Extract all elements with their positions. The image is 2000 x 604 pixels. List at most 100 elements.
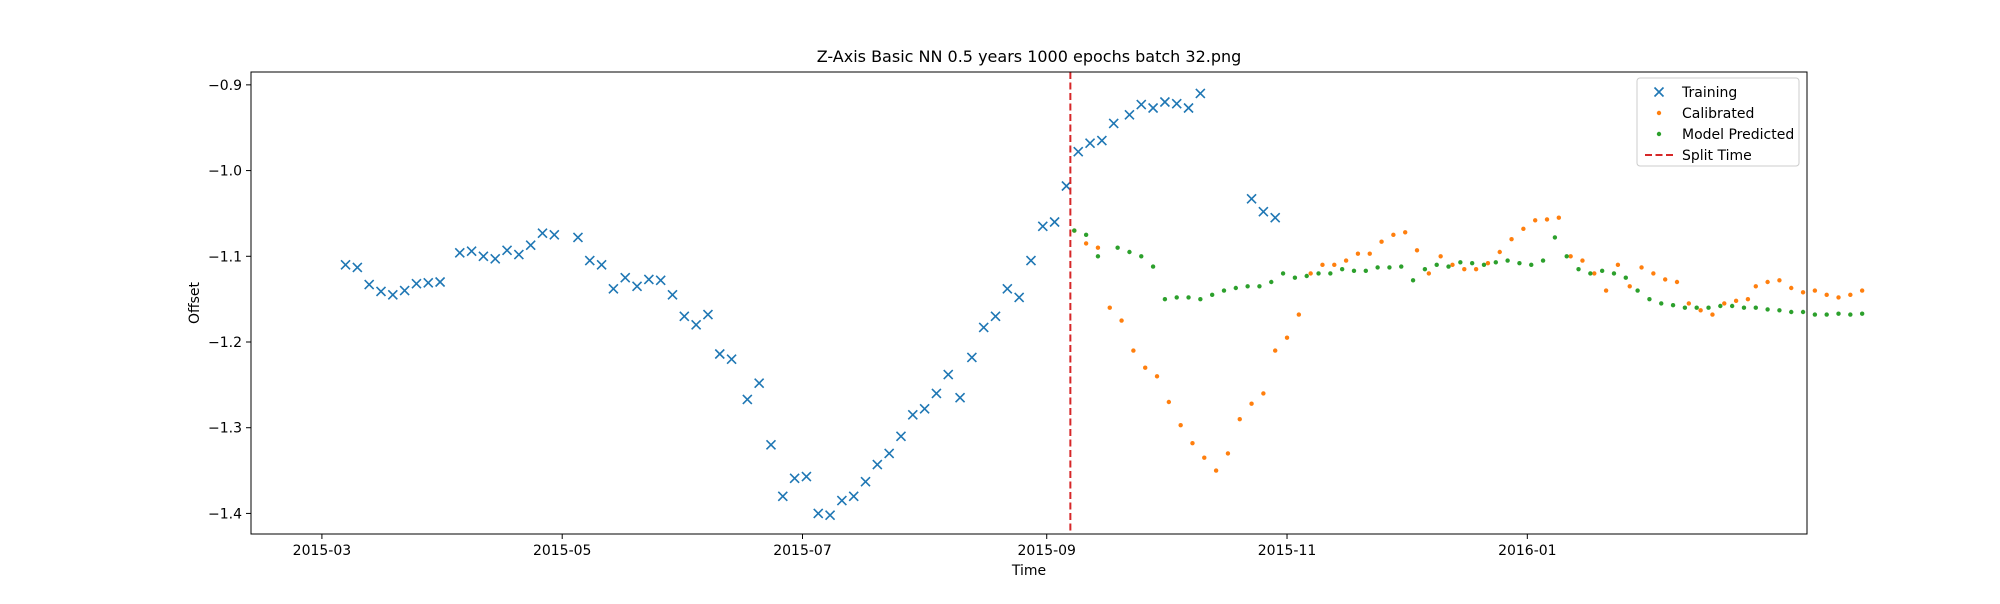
legend-marker-calibrated [1656,110,1662,116]
data-point [1564,254,1569,259]
data-point [1729,303,1735,309]
data-point [1402,230,1408,235]
data-point [1339,266,1345,272]
data-point [1073,146,1084,157]
data-point [1391,232,1396,238]
data-point [1446,264,1451,269]
data-point [1710,312,1715,317]
data-point [340,259,351,270]
legend-label-calibrated: Calibrated [1682,106,1754,122]
data-point [1812,312,1818,317]
data-point [1280,271,1286,276]
data-point [1434,262,1439,268]
x-tick-label: 2015-09 [1017,543,1076,559]
data-point [1178,422,1183,428]
data-point [1789,309,1794,315]
data-point [1623,275,1628,280]
data-point [860,476,871,487]
y-tick-label: −1.2 [208,335,242,351]
data-point [1249,401,1254,406]
data-point [572,232,584,243]
data-point [1765,279,1770,285]
data-point [848,491,859,502]
y-tick-label: −1.0 [208,164,242,180]
data-point [1698,308,1703,313]
data-point [364,279,375,290]
data-point [1745,296,1751,302]
data-point [1202,455,1207,460]
data-point [490,253,501,264]
data-point [387,289,398,300]
data-point [1292,275,1298,280]
data-point [1258,206,1269,217]
data-point [1599,268,1605,274]
plot-frame [250,71,1808,535]
data-point [1014,292,1025,303]
data-point [777,491,788,502]
data-point [1733,298,1739,304]
data-point [1576,266,1581,272]
data-point [513,249,524,260]
data-point [1115,245,1120,250]
data-point [966,352,977,363]
data-point [1753,284,1758,289]
data-point [919,403,930,414]
data-point [454,247,465,258]
data-point [801,471,812,482]
data-point [1859,311,1865,316]
data-point [990,311,1001,322]
data-point [1580,258,1585,263]
data-point [1387,265,1392,270]
data-point [1209,292,1215,298]
data-point [1195,88,1206,99]
data-point [1603,288,1609,293]
data-point [1351,268,1357,274]
data-point [1320,262,1325,268]
data-point [1072,228,1077,233]
data-point [643,274,654,285]
legend: Training Calibrated Model Predicted Split T… [1636,77,1800,167]
data-point [1136,99,1147,110]
data-point [1174,295,1179,300]
data-point [726,354,737,365]
data-point [1485,260,1491,266]
y-tick-label: −0.9 [208,78,242,94]
data-point [978,322,989,333]
data-point [1096,135,1107,146]
data-point [1213,468,1219,473]
data-point [1308,271,1313,276]
data-point [1568,254,1573,259]
data-point [1458,260,1463,265]
data-point [1367,251,1372,256]
data-point [691,319,702,330]
data-point [1509,236,1514,242]
data-point [1521,226,1526,232]
data-point [1355,251,1361,256]
axes: 2015-03 2015-05 2015-07 2015-09 2015-11 2016-… [208,78,1557,559]
data-point [1316,271,1321,276]
data-point [895,431,907,442]
data-point [1037,221,1048,232]
data-point [525,240,536,251]
data-point [1221,288,1227,293]
data-point [1552,235,1558,240]
data-point [1257,284,1262,289]
data-point [836,495,847,506]
data-point [1651,271,1656,276]
data-point [1611,271,1617,276]
data-point [411,278,422,289]
data-point [399,285,410,296]
data-point [1556,215,1562,220]
data-point [1410,278,1416,283]
data-point [825,510,836,521]
data-point [884,448,895,459]
data-point [1363,268,1369,274]
data-point [1493,260,1499,265]
data-point [789,473,800,484]
data-point [1233,285,1239,291]
x-tick-label: 2015-11 [1258,543,1317,559]
data-point [1139,254,1144,259]
data-point [1171,98,1182,109]
data-point [667,289,678,300]
data-point [1237,416,1242,422]
